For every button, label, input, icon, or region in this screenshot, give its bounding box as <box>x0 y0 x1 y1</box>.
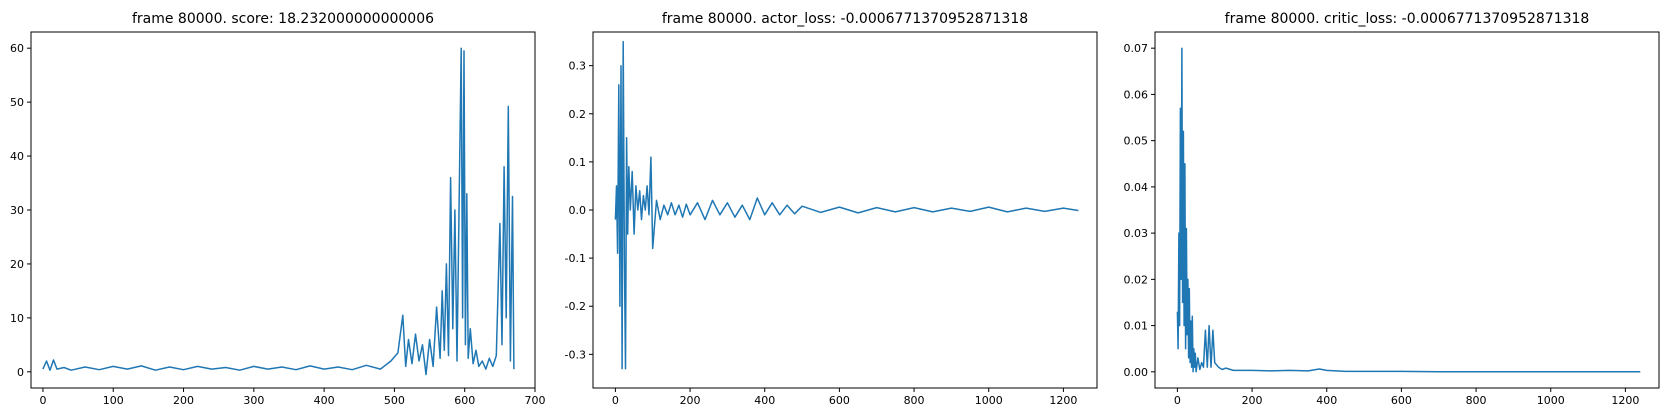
x-tick-label: 200 <box>680 394 701 407</box>
x-tick-label: 500 <box>384 394 405 407</box>
x-tick-label: 800 <box>904 394 925 407</box>
y-tick-label: 30 <box>10 204 24 217</box>
y-tick-label: -0.1 <box>565 252 586 265</box>
y-tick-label: 0 <box>17 366 24 379</box>
y-tick-label: 0.04 <box>1124 181 1149 194</box>
score-series <box>42 47 515 376</box>
score-chart-title: frame 80000. score: 18.232000000000006 <box>132 11 434 27</box>
x-tick-label: 400 <box>314 394 335 407</box>
x-tick-label: 300 <box>243 394 264 407</box>
y-tick-label: 0.02 <box>1124 273 1149 286</box>
actor-loss-series <box>614 40 1079 370</box>
series-line <box>42 47 515 376</box>
x-tick-label: 0 <box>1174 394 1181 407</box>
y-tick-label: 0.01 <box>1124 320 1149 333</box>
x-tick-label: 800 <box>1466 394 1487 407</box>
x-tick-label: 1200 <box>1049 394 1077 407</box>
y-tick-label: 60 <box>10 42 24 55</box>
x-tick-label: 0 <box>39 394 46 407</box>
x-tick-label: 0 <box>612 394 619 407</box>
y-tick-label: 0.0 <box>569 204 587 217</box>
y-tick-label: 0.07 <box>1124 42 1149 55</box>
x-tick-label: 200 <box>173 394 194 407</box>
y-tick-label: 0.1 <box>569 156 587 169</box>
y-tick-label: 0.05 <box>1124 135 1149 148</box>
y-tick-label: 0.2 <box>569 108 587 121</box>
x-tick-label: 600 <box>829 394 850 407</box>
y-tick-label: 0.00 <box>1124 366 1149 379</box>
y-tick-label: 50 <box>10 96 24 109</box>
actor-loss-chart-title: frame 80000. actor_loss: -0.000677137095… <box>662 11 1028 27</box>
x-tick-label: 1000 <box>1537 394 1565 407</box>
x-tick-label: 200 <box>1242 394 1263 407</box>
series-line <box>1176 47 1641 373</box>
x-tick-label: 1200 <box>1611 394 1639 407</box>
x-tick-label: 600 <box>454 394 475 407</box>
critic-loss-axis-ticks: 0 200 400 600 800 1000 1200 0.00 0.01 0.02 0.03 0.0… <box>1124 42 1640 407</box>
critic-loss-panel: frame 80000. critic_loss: -0.00067713709… <box>1124 11 1660 407</box>
x-tick-label: 600 <box>1391 394 1412 407</box>
score-axis-ticks: 0 100 200 300 400 500 600 700 0 10 20 30 40 50 60 <box>10 42 546 407</box>
x-tick-label: 100 <box>103 394 124 407</box>
y-tick-label: 40 <box>10 150 24 163</box>
series-line <box>614 40 1079 370</box>
y-tick-label: 0.06 <box>1124 88 1149 101</box>
critic-loss-plot-frame <box>1154 31 1660 389</box>
critic-loss-series <box>1176 47 1641 373</box>
x-tick-label: 1000 <box>975 394 1003 407</box>
x-tick-label: 400 <box>754 394 775 407</box>
actor-loss-axis-ticks: 0 200 400 600 800 1000 1200 -0.3 -0.2 -0.1 0.0 0.1 0… <box>565 60 1078 407</box>
x-tick-label: 400 <box>1316 394 1337 407</box>
actor-loss-plot-frame <box>592 31 1098 389</box>
actor-loss-panel: frame 80000. actor_loss: -0.000677137095… <box>565 11 1098 407</box>
y-tick-label: -0.2 <box>565 300 586 313</box>
x-tick-label: 700 <box>525 394 546 407</box>
y-tick-label: 20 <box>10 258 24 271</box>
score-panel: frame 80000. score: 18.232000000000006 0… <box>10 11 546 407</box>
y-tick-label: 0.03 <box>1124 227 1149 240</box>
score-plot-frame <box>30 31 536 389</box>
y-tick-label: 10 <box>10 312 24 325</box>
y-tick-label: 0.3 <box>569 60 587 73</box>
y-tick-label: -0.3 <box>565 348 586 361</box>
critic-loss-chart-title: frame 80000. critic_loss: -0.00067713709… <box>1225 11 1590 27</box>
